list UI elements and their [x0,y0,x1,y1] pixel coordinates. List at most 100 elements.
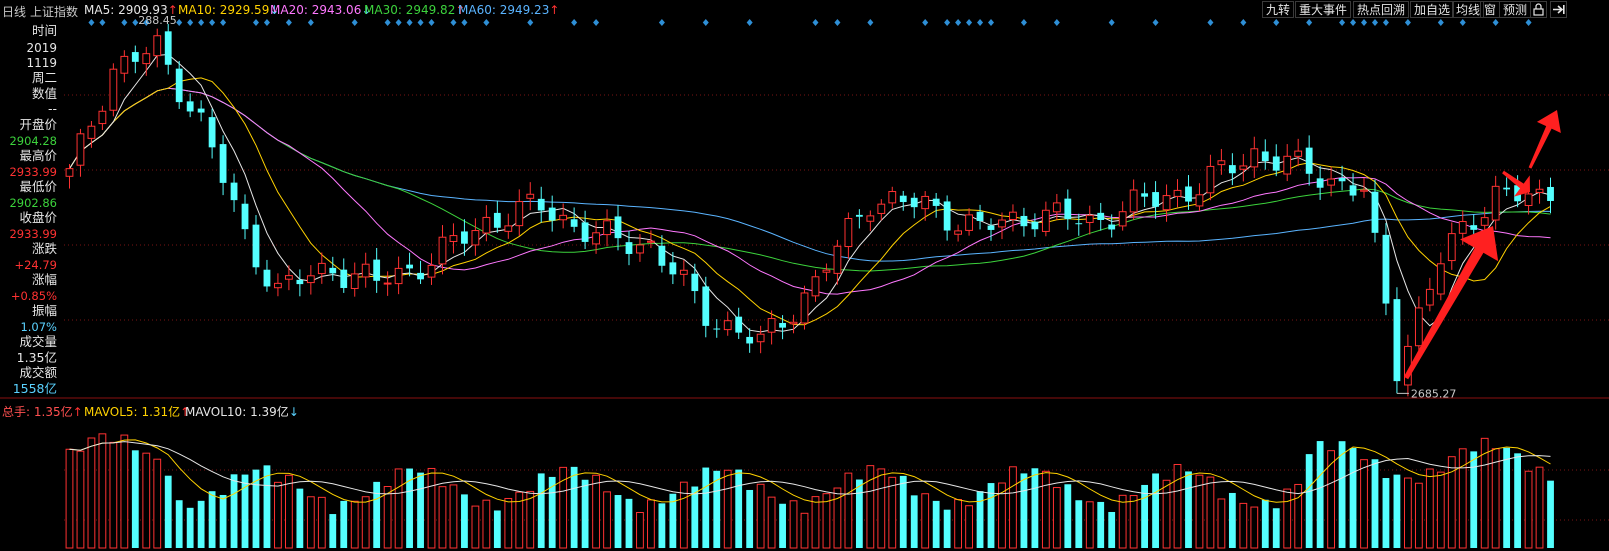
period-label[interactable]: 日线 [2,5,27,19]
high-label: 最高价 [19,148,57,163]
volume-bar-up [811,496,820,549]
volume-bar-up [1118,494,1127,549]
mavol10-indicator: MAVOL10: 1.39亿↓ [185,405,299,419]
ma5-indicator: MA5: 2909.93↑ [84,3,178,17]
candle-body-up [1239,165,1248,170]
signal-diamond [1240,19,1247,26]
candle-body-down [910,197,918,208]
volume-bar-up [603,491,611,549]
lock-icon[interactable] [1530,1,1547,18]
candle-body-up [756,333,765,343]
signal-diamond [1350,19,1357,26]
ma-line-button[interactable]: 均线 [1452,1,1485,18]
candle-body-down [570,219,578,227]
volume-bar-down [625,498,633,548]
volume-bar-down [581,479,589,548]
candle-body-down [1108,224,1116,230]
volume-bar-down [855,479,863,548]
major-events-button[interactable]: 重大事件 [1295,1,1352,18]
candle-body-up [87,125,96,139]
volume-bar-down [746,489,754,548]
volume-bar-up [1327,450,1336,549]
volume-bar-down [943,509,951,548]
volume-bar-up [1524,470,1533,549]
candle-body-up [1118,211,1127,227]
jiuzhuan-button[interactable]: 九转 [1262,1,1295,18]
signal-diamond [417,19,424,26]
signal-diamond [307,19,314,26]
index-name: 上证指数 [30,5,79,19]
volume-bar-down [1547,480,1554,548]
candle-body-up [1360,189,1368,192]
candle-body-down [406,264,413,269]
candle-body-up [954,230,963,235]
volume-bar-up [559,466,568,549]
volume-bar-up [866,465,875,549]
candle-body-down [1316,178,1324,188]
signal-diamond [1020,19,1027,26]
candle-body-down [1371,191,1379,233]
signal-diamond [121,19,128,26]
forecast-button[interactable]: 预测 [1499,1,1532,18]
candle-body-down [241,203,249,230]
volume-bar-up [350,500,359,549]
volume-bar-down [208,491,216,548]
signal-diamond [1152,19,1159,26]
red-arrow-up-right [1528,109,1561,169]
candle-body-up [1414,307,1423,347]
volume-bar-down [1261,499,1269,548]
volume-bar-down [1382,478,1390,548]
signal-diamond [922,19,929,26]
hot-review-button[interactable]: 热点回溯 [1353,1,1410,18]
signal-diamond [1273,19,1280,26]
signal-diamond [1382,19,1389,26]
vol-label: 成交量 [19,334,57,349]
signal-diamond [1437,19,1444,26]
candle-body-up [142,53,151,65]
volume-bar-up [427,467,436,549]
volume-bar-down [669,493,677,548]
signal-diamond [428,19,435,26]
candle-body-up [559,214,568,221]
signal-diamond [198,19,205,26]
candle-body-up [1447,233,1456,262]
signal-diamond [702,19,709,26]
volume-bar-up [1239,502,1248,549]
signal-diamond [395,19,402,26]
low-label: 最低价 [19,179,57,194]
time-label: 时间 [31,23,57,38]
candle-body-up [526,193,535,199]
volume-bar-down [570,466,578,548]
candle-body-down [702,286,710,326]
exit-arrow-icon[interactable] [1550,1,1567,18]
candle-body-down [329,267,337,274]
volume-bar-up [844,472,853,549]
signal-diamond [955,19,962,26]
volume-bar-up [1403,477,1412,549]
signal-diamond [812,19,819,26]
signal-diamond [406,19,413,26]
volume-bar-up [471,505,480,549]
change-label: 涨跌 [31,241,57,256]
volume-bar-up [1052,487,1061,549]
candle-body-down [373,259,381,281]
volume-bar-down [1075,500,1083,548]
candle-body-up [361,263,370,278]
candle-body-down [1031,221,1039,230]
volume-bar-up [383,486,392,549]
candle-body-up [515,201,524,227]
candle-body-up [1425,288,1434,306]
amp-value: 1.07% [20,320,57,334]
signal-diamond [88,19,95,26]
candle-body-down [461,231,468,244]
volume-bar-up [1085,501,1094,549]
volume-bar-up [1195,474,1204,549]
add-watchlist-button[interactable]: 加自选 [1410,1,1455,18]
signal-diamond [351,19,358,26]
window-button[interactable]: 窗 [1480,1,1501,18]
candle-body-up [822,269,831,273]
candle-body-up [153,35,162,57]
volume-bar-down [406,468,413,548]
volume-bar-up [767,496,776,549]
